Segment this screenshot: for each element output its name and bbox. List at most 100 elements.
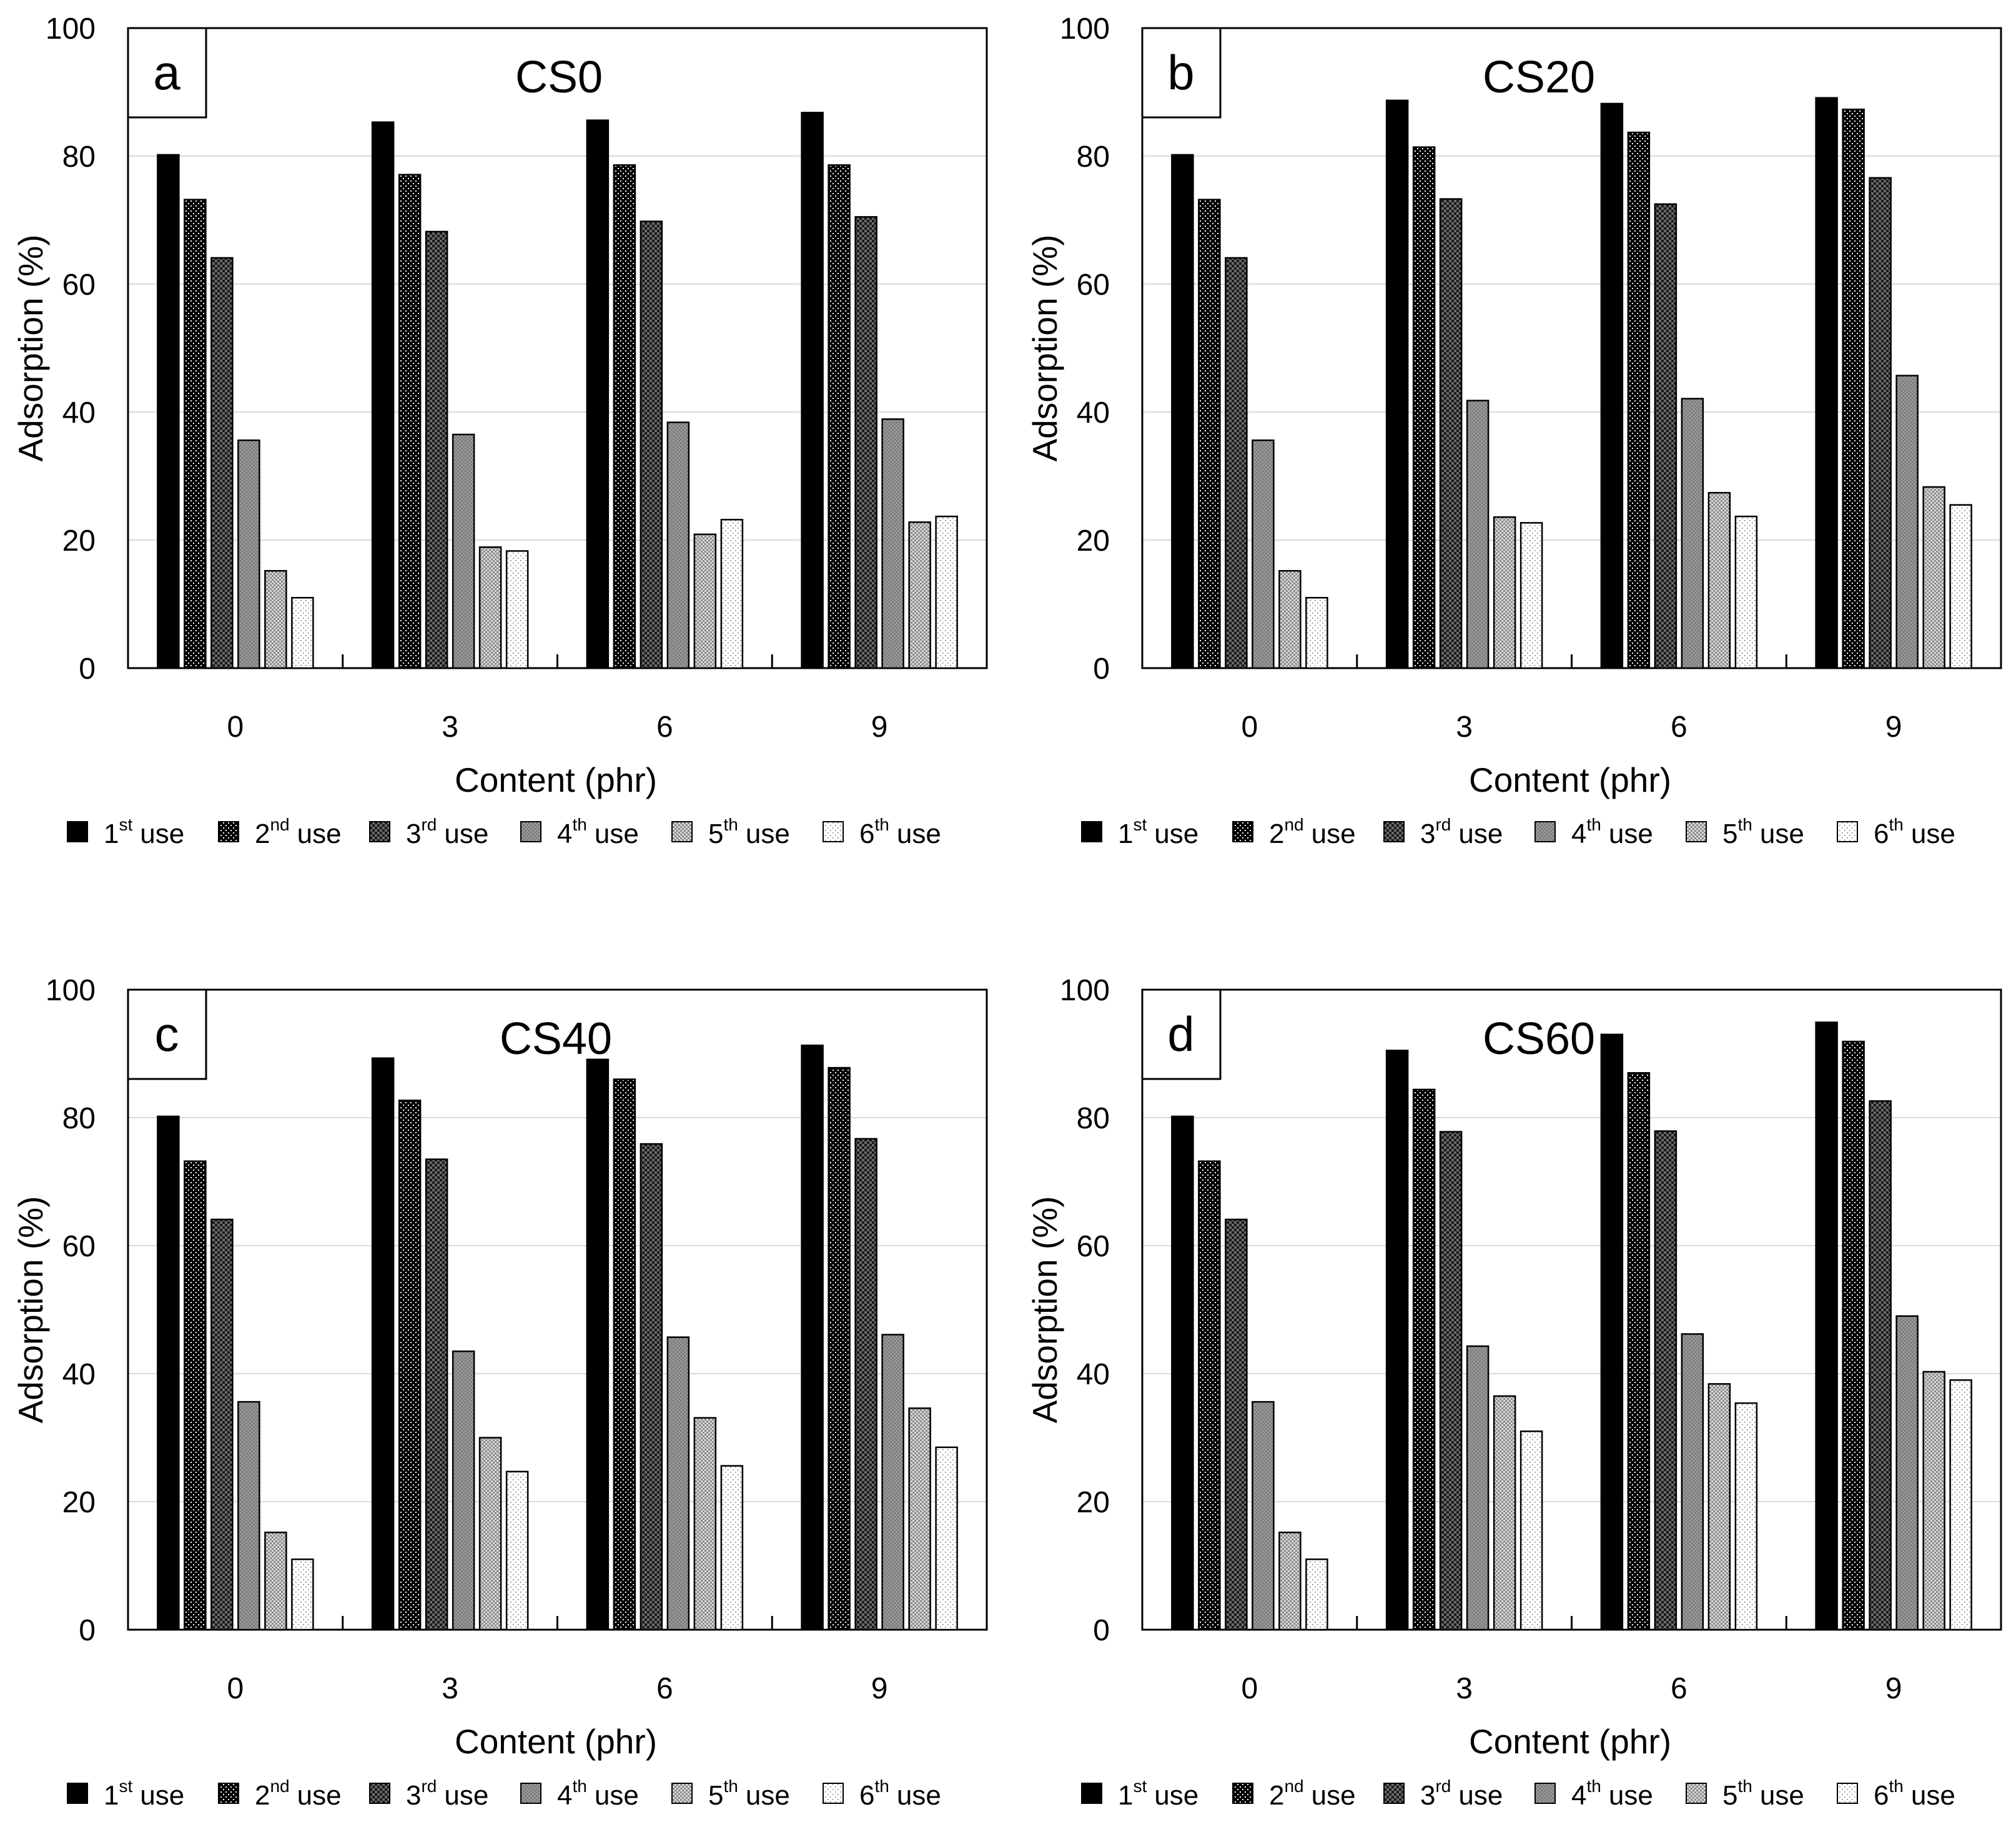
bar-d-cat9-series6 <box>1949 1379 1972 1631</box>
legend-swatch-2 <box>218 1783 239 1804</box>
legend-entry-4: 4th use <box>1571 1776 1653 1811</box>
x-axis-label: Content (phr) <box>455 761 657 799</box>
legend-entry-3: 3rd use <box>1420 1776 1503 1811</box>
legend-entry-2: 2nd use <box>1269 815 1356 849</box>
panel-label-box <box>127 988 207 1080</box>
x-tick-label: 0 <box>227 711 244 744</box>
bar-b-cat3-series1 <box>1385 99 1409 669</box>
bar-a-cat3-series6 <box>505 550 529 669</box>
legend-word: use <box>297 1780 342 1811</box>
bar-b-cat6-series4 <box>1681 398 1704 669</box>
legend-ordinal-suffix: nd <box>1284 1776 1303 1796</box>
bar-b-cat0-series1 <box>1171 154 1194 669</box>
y-axis-label: Adsorption (%) <box>1025 1196 1064 1424</box>
x-tick-label: 6 <box>656 1672 673 1705</box>
legend-word: use <box>595 1780 639 1811</box>
x-tick-label: 6 <box>656 711 673 744</box>
legend-ordinal-suffix: st <box>1133 815 1147 834</box>
legend-swatch-1 <box>67 821 88 842</box>
legend-ordinal-suffix: st <box>1133 1776 1147 1796</box>
legend-swatch-3 <box>369 821 390 842</box>
legend-word: use <box>1154 1780 1198 1811</box>
bar-c-cat0-series6 <box>291 1559 314 1631</box>
legend-ordinal-number: 6 <box>1874 1780 1889 1811</box>
x-tick-label: 3 <box>1456 1672 1473 1705</box>
legend-entry-6: 6th use <box>859 815 941 849</box>
legend-word: use <box>297 819 342 849</box>
legend-word: use <box>444 819 488 849</box>
legend-ordinal-number: 2 <box>1269 819 1284 849</box>
bar-a-cat9-series1 <box>801 112 824 669</box>
bar-a-cat0-series4 <box>237 439 260 669</box>
legend-ordinal-number: 3 <box>1420 819 1435 849</box>
y-tick-label: 80 <box>62 1102 96 1135</box>
legend-swatch-5 <box>671 821 693 842</box>
y-tick-label: 40 <box>1077 396 1110 430</box>
y-tick-label: 60 <box>1077 1230 1110 1263</box>
bar-d-cat3-series5 <box>1493 1395 1516 1631</box>
legend-word: use <box>1458 819 1503 849</box>
panel-label-box <box>1141 988 1222 1080</box>
y-tick-label: 20 <box>1077 524 1110 558</box>
y-axis-label: Adsorption (%) <box>11 235 50 462</box>
legend-swatch-1 <box>67 1783 88 1804</box>
y-tick-label: 20 <box>62 1486 96 1519</box>
bar-a-cat3-series2 <box>398 174 422 669</box>
x-tick-label: 0 <box>1242 711 1258 744</box>
bar-a-cat6-series1 <box>586 119 610 669</box>
x-tick-label: 3 <box>1456 711 1473 744</box>
legend-swatch-1 <box>1081 1783 1102 1804</box>
legend-ordinal-suffix: th <box>1737 815 1752 834</box>
legend-entry-4: 4th use <box>557 815 639 849</box>
bar-c-cat3-series3 <box>425 1158 448 1631</box>
bar-c-cat6-series3 <box>640 1143 663 1631</box>
legend-entry-4: 4th use <box>1571 815 1653 849</box>
y-tick-label: 80 <box>1077 1102 1110 1135</box>
y-tick-label: 0 <box>1093 1614 1110 1647</box>
legend-word: use <box>1760 819 1804 849</box>
legend-ordinal-suffix: th <box>1586 1776 1601 1796</box>
legend-entry-2: 2nd use <box>255 1776 342 1811</box>
legend-ordinal-number: 2 <box>255 819 270 849</box>
legend-swatch-6 <box>1837 1783 1858 1804</box>
y-tick-label: 40 <box>62 396 96 430</box>
bar-c-cat0-series2 <box>184 1160 207 1631</box>
bar-d-cat9-series4 <box>1895 1315 1919 1631</box>
legend-word: use <box>1312 1780 1356 1811</box>
legend-ordinal-number: 5 <box>1722 1780 1737 1811</box>
bar-b-cat3-series2 <box>1412 146 1436 669</box>
legend-word: use <box>140 1780 184 1811</box>
legend-ordinal-suffix: th <box>1889 815 1903 834</box>
bar-a-cat0-series3 <box>210 257 234 669</box>
legend-ordinal-number: 3 <box>406 1780 421 1811</box>
panel-label-box <box>1141 27 1222 119</box>
chart-title: CS40 <box>500 1014 612 1064</box>
x-tick-label: 0 <box>227 1672 244 1705</box>
y-tick-label: 40 <box>1077 1358 1110 1391</box>
bar-d-cat6-series5 <box>1707 1383 1731 1631</box>
legend-word: use <box>1911 1780 1955 1811</box>
chart-panel-a: 0 20 40 60 80 100 0 3 6 9 a CS0 Content (phr) Adsorpt… <box>11 12 988 849</box>
y-tick-label: 0 <box>79 652 96 686</box>
panel-label-box <box>127 27 207 119</box>
y-tick-label: 0 <box>79 1614 96 1647</box>
legend-ordinal-number: 6 <box>859 819 874 849</box>
bar-a-cat6-series3 <box>640 220 663 669</box>
bar-c-cat9-series4 <box>881 1334 904 1631</box>
legend-word: use <box>1760 1780 1804 1811</box>
bar-a-cat3-series1 <box>371 121 395 669</box>
legend-ordinal-suffix: rd <box>421 1776 437 1796</box>
legend-ordinal-number: 1 <box>1118 1780 1133 1811</box>
legend-swatch-5 <box>1686 1783 1707 1804</box>
bar-c-cat9-series5 <box>908 1407 931 1631</box>
bar-a-cat0-series2 <box>184 199 207 669</box>
bar-c-cat0-series3 <box>210 1218 234 1631</box>
legend-word: use <box>1911 819 1955 849</box>
legend-swatch-2 <box>1232 821 1253 842</box>
x-tick-label: 3 <box>442 1672 458 1705</box>
legend-ordinal-suffix: nd <box>270 1776 289 1796</box>
bar-a-cat6-series5 <box>693 533 717 669</box>
x-tick-label: 3 <box>442 711 458 744</box>
y-tick-label: 20 <box>62 524 96 558</box>
